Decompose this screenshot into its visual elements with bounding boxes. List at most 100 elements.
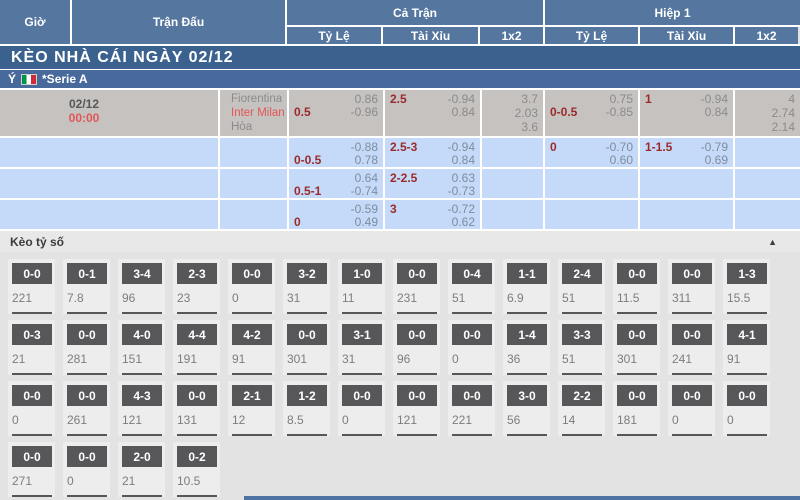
- score-odds-cell[interactable]: 0-0 0: [63, 442, 110, 497]
- score-odds-value: 261: [67, 413, 88, 427]
- odds-line: 1-1.5 -0.79: [645, 141, 728, 154]
- score-odds-cell[interactable]: 0-0 131: [173, 381, 220, 436]
- score-label: 0-0: [67, 324, 107, 345]
- collapse-arrow-icon[interactable]: ▲: [768, 236, 777, 247]
- score-odds-cell[interactable]: 0-0 241: [668, 320, 715, 375]
- score-label: 0-0: [12, 385, 52, 406]
- score-odds-cell[interactable]: 0-0 301: [283, 320, 330, 375]
- 1x2-price: 4: [788, 92, 795, 106]
- full-over-under-cell[interactable]: 2.5 -0.94 0.84: [385, 90, 482, 136]
- score-odds-cell[interactable]: 0-0 96: [393, 320, 440, 375]
- odds-price: 0.64: [354, 171, 378, 185]
- score-odds-cell[interactable]: 1-2 8.5: [283, 381, 330, 436]
- score-cell-underline: [232, 373, 272, 375]
- score-odds-cell[interactable]: 0-0 261: [63, 381, 110, 436]
- score-odds-cell[interactable]: 3-0 56: [503, 381, 550, 436]
- score-odds-value: 221: [452, 413, 473, 427]
- score-odds-cell[interactable]: 1-3 15.5: [723, 259, 770, 314]
- half-handicap-cell[interactable]: [545, 200, 640, 229]
- score-odds-cell[interactable]: 0-0 0: [448, 320, 495, 375]
- score-odds-cell[interactable]: 2-2 14: [558, 381, 605, 436]
- half-over-under-cell[interactable]: 1 -0.94 0.84: [640, 90, 735, 136]
- match-teams-cell: [220, 200, 289, 229]
- score-odds-cell[interactable]: 0-0 11.5: [613, 259, 660, 314]
- score-odds-cell[interactable]: 3-2 31: [283, 259, 330, 314]
- score-odds-cell[interactable]: 3-4 96: [118, 259, 165, 314]
- score-odds-cell[interactable]: 0-0 0: [668, 381, 715, 436]
- score-odds-value: 301: [287, 352, 308, 366]
- score-odds-cell[interactable]: 4-1 91: [723, 320, 770, 375]
- league-bar[interactable]: Ý *Serie A: [0, 70, 800, 90]
- score-odds-cell[interactable]: 2-3 23: [173, 259, 220, 314]
- score-odds-cell[interactable]: 4-2 91: [228, 320, 275, 375]
- odds-line: 0.64: [294, 172, 378, 185]
- full-handicap-cell[interactable]: -0.59 0 0.49: [289, 200, 385, 229]
- score-odds-value: 131: [177, 413, 198, 427]
- score-cell-underline: [287, 373, 327, 375]
- score-odds-value: 241: [672, 352, 693, 366]
- score-odds-cell[interactable]: 3-3 51: [558, 320, 605, 375]
- score-odds-cell[interactable]: 3-1 31: [338, 320, 385, 375]
- score-odds-cell[interactable]: 0-0 281: [63, 320, 110, 375]
- score-odds-cell[interactable]: 0-0 301: [613, 320, 660, 375]
- score-label: 0-0: [672, 263, 712, 284]
- score-odds-cell[interactable]: 1-4 36: [503, 320, 550, 375]
- score-odds-cell[interactable]: 2-0 21: [118, 442, 165, 497]
- score-odds-cell[interactable]: 0-0 221: [448, 381, 495, 436]
- score-label: 4-4: [177, 324, 217, 345]
- full-over-under-cell[interactable]: 2.5-3 -0.94 0.84: [385, 138, 482, 167]
- score-odds-cell[interactable]: 1-0 11: [338, 259, 385, 314]
- half-handicap-cell[interactable]: [545, 169, 640, 198]
- score-odds-cell[interactable]: 0-0 0: [723, 381, 770, 436]
- score-cell-underline: [67, 373, 107, 375]
- half-over-under-cell[interactable]: [640, 169, 735, 198]
- full-handicap-cell[interactable]: 0.64 0.5-1 -0.74: [289, 169, 385, 198]
- score-odds-cell[interactable]: 0-3 21: [8, 320, 55, 375]
- team-away-label[interactable]: Inter Milan: [231, 107, 285, 119]
- half-1x2-cell[interactable]: 4 2.74 2.14: [735, 90, 800, 136]
- score-odds-cell[interactable]: 4-3 121: [118, 381, 165, 436]
- score-odds-cell[interactable]: 0-0 231: [393, 259, 440, 314]
- score-odds-cell[interactable]: 0-4 51: [448, 259, 495, 314]
- half-1x2-cell: [735, 200, 800, 229]
- score-odds-cell[interactable]: 0-0 311: [668, 259, 715, 314]
- full-handicap-cell[interactable]: -0.88 0-0.5 0.78: [289, 138, 385, 167]
- score-odds-cell[interactable]: 0-0 121: [393, 381, 440, 436]
- score-odds-cell[interactable]: 0-0 221: [8, 259, 55, 314]
- score-odds-cell[interactable]: 0-0 181: [613, 381, 660, 436]
- half-over-under-cell[interactable]: 1-1.5 -0.79 0.69: [640, 138, 735, 167]
- odds-line: 0-0.5 0.78: [294, 154, 378, 167]
- score-odds-value: 10.5: [177, 474, 201, 488]
- full-handicap-cell[interactable]: 0.86 0.5 -0.96: [289, 90, 385, 136]
- half-handicap-cell[interactable]: 0 -0.70 0.60: [545, 138, 640, 167]
- score-label: 0-0: [342, 385, 382, 406]
- score-odds-cell[interactable]: 2-1 12: [228, 381, 275, 436]
- odds-price: -0.94: [447, 92, 475, 106]
- team-home-label[interactable]: Fiorentina: [231, 93, 283, 105]
- score-odds-cell[interactable]: 0-0 271: [8, 442, 55, 497]
- full-over-under-cell[interactable]: 2-2.5 0.63 -0.73: [385, 169, 482, 198]
- full-over-under-cell[interactable]: 3 -0.72 0.62: [385, 200, 482, 229]
- full-1x2-cell[interactable]: 3.7 2.03 3.6: [482, 90, 545, 136]
- score-section-header[interactable]: Kèo tỷ số ▲: [0, 231, 800, 252]
- score-odds-cell[interactable]: 0-0 0: [228, 259, 275, 314]
- score-odds-cell[interactable]: 0-0 0: [338, 381, 385, 436]
- score-odds-value: 0: [727, 413, 734, 427]
- score-cell-underline: [177, 495, 217, 497]
- score-odds-cell[interactable]: 0-0 0: [8, 381, 55, 436]
- half-handicap-cell[interactable]: 0.75 0-0.5 -0.85: [545, 90, 640, 136]
- score-odds-cell[interactable]: 4-0 151: [118, 320, 165, 375]
- odds-price: 0.84: [704, 105, 728, 119]
- half-over-under-cell[interactable]: [640, 200, 735, 229]
- match-teams-cell[interactable]: Fiorentina Inter Milan Hòa: [220, 90, 289, 136]
- score-odds-cell[interactable]: 0-1 7.8: [63, 259, 110, 314]
- score-odds-cell[interactable]: 1-1 6.9: [503, 259, 550, 314]
- score-odds-cell[interactable]: 4-4 191: [173, 320, 220, 375]
- odds-body: 02/12 00:00 Fiorentina Inter Milan Hòa 0.86 0.…: [0, 90, 800, 231]
- score-label: 0-0: [617, 385, 657, 406]
- score-odds-cell[interactable]: 2-4 51: [558, 259, 605, 314]
- odds-price: 0.62: [451, 215, 475, 229]
- team-draw-label[interactable]: Hòa: [231, 121, 253, 133]
- score-odds-cell[interactable]: 0-2 10.5: [173, 442, 220, 497]
- odds-handicap-line: 2.5-3: [390, 140, 418, 154]
